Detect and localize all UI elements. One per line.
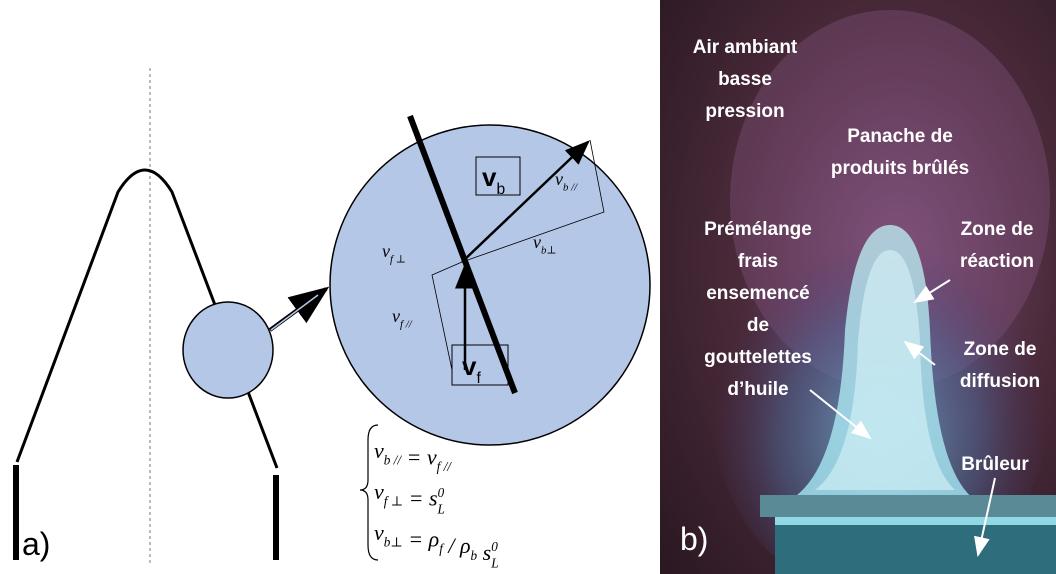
subscript: L xyxy=(437,501,445,516)
burner xyxy=(760,495,1056,517)
subscript: f // xyxy=(437,459,453,474)
label-box xyxy=(451,344,509,386)
flame-core xyxy=(815,250,955,490)
burner-wall xyxy=(13,465,19,560)
photo-label: Zone de xyxy=(964,339,1037,360)
superscript: 0 xyxy=(491,539,498,554)
vector-label: vb⊥ xyxy=(533,232,557,256)
panel-label: b) xyxy=(680,521,708,557)
subscript: L xyxy=(490,556,498,571)
flame-front xyxy=(15,168,279,469)
symbol: v xyxy=(382,241,390,261)
arrow xyxy=(974,477,996,557)
label-box xyxy=(475,156,521,196)
vector-label: vb // xyxy=(555,169,578,193)
arrow xyxy=(809,389,872,440)
photo-label: réaction xyxy=(960,251,1034,272)
burner-wall xyxy=(273,475,279,560)
photo-label: produits brûlés xyxy=(831,158,969,179)
construction xyxy=(431,261,463,371)
symbol: ρ xyxy=(428,527,440,552)
zoom-arrow xyxy=(270,294,319,331)
symbol: v xyxy=(427,445,437,470)
symbol: v xyxy=(374,479,384,504)
zoom-region xyxy=(182,301,274,399)
photo-label: frais xyxy=(738,251,778,272)
panel-b: b) xyxy=(660,0,1056,574)
subscript: b⊥ xyxy=(384,535,403,550)
photo-label: ensemencé xyxy=(706,283,810,304)
subscript: f // xyxy=(400,318,413,330)
construction xyxy=(461,139,605,263)
arrow xyxy=(903,340,936,366)
symbol: s xyxy=(429,486,438,511)
superscript: 0 xyxy=(438,485,445,500)
symbol: ρ xyxy=(459,533,471,558)
equation: vb⊥ = ρf / ρb s0 L xyxy=(374,520,499,571)
photo-label: basse xyxy=(718,69,772,90)
photo-label: de xyxy=(747,315,769,336)
equation: vb // = vf // xyxy=(374,438,452,474)
photo-label: gouttelettes xyxy=(704,347,812,368)
photo-label: d’huile xyxy=(727,379,788,400)
panel-label: a) xyxy=(22,526,50,562)
subscript: f ⊥ xyxy=(384,494,403,509)
flame-front xyxy=(407,114,518,395)
subscript: f xyxy=(439,541,445,556)
subscript: b⊥ xyxy=(541,244,557,256)
photo-label: Brûleur xyxy=(961,454,1029,475)
zoom-circle xyxy=(329,124,651,446)
brace xyxy=(359,424,379,561)
photo-label: pression xyxy=(705,101,784,122)
vector-vb xyxy=(461,140,590,263)
symbol: = xyxy=(403,527,429,552)
photo-label: Zone de xyxy=(961,219,1034,240)
photo-label: Prémélange xyxy=(704,219,812,240)
photo-label: Panache de xyxy=(847,126,953,147)
vector-label: vf // xyxy=(392,306,413,330)
symbol: v xyxy=(482,162,497,192)
vector-label: vf xyxy=(462,351,481,387)
subscript: b xyxy=(496,181,505,198)
symbol: / xyxy=(443,533,460,558)
symbol: v xyxy=(462,351,477,381)
symbol: v xyxy=(533,232,541,252)
symbol: v xyxy=(374,438,384,463)
burner-rim xyxy=(775,517,1056,525)
symbol: = xyxy=(403,486,429,511)
equation: vf ⊥ = s0 L xyxy=(374,479,445,516)
subscript: b xyxy=(471,548,478,563)
symbol: s xyxy=(477,540,491,565)
burner xyxy=(775,517,1056,574)
subscript: b // xyxy=(384,453,403,468)
panel-a: a) xyxy=(13,68,651,565)
arrow xyxy=(913,279,951,304)
photo-label: Air ambiant xyxy=(693,37,798,58)
photo-label: diffusion xyxy=(960,371,1040,392)
subscript: f xyxy=(476,370,481,387)
vector-label: vf ⊥ xyxy=(382,241,406,265)
subscript: b // xyxy=(563,181,578,193)
symbol: = xyxy=(401,445,427,470)
symbol: v xyxy=(374,520,384,545)
subscript: f ⊥ xyxy=(390,253,406,265)
symbol: v xyxy=(555,169,563,189)
vector-label: vb xyxy=(482,162,505,198)
symbol: v xyxy=(392,306,400,326)
